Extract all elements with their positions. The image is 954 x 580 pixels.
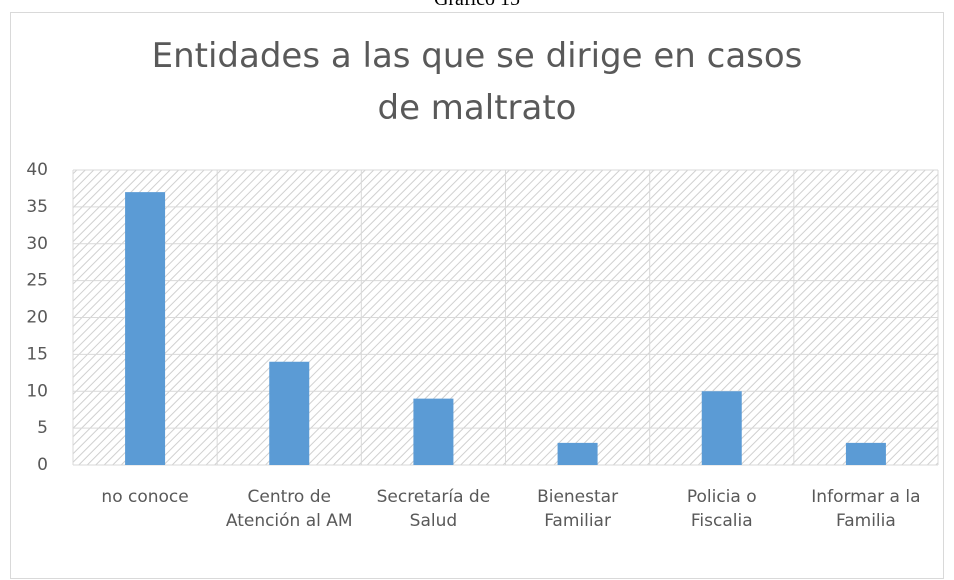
y-tick-label: 0 [37, 455, 48, 475]
bar [125, 192, 166, 465]
bar [701, 391, 742, 465]
x-tick-label: no conoce [101, 487, 189, 507]
y-tick-label: 30 [26, 234, 48, 254]
bar [557, 442, 598, 465]
y-tick-label: 10 [26, 381, 48, 401]
y-tick-label: 35 [26, 197, 48, 217]
bar [413, 398, 454, 465]
y-tick-label: 20 [26, 308, 48, 328]
y-tick-label: 40 [26, 160, 48, 180]
x-tick-label: Bienestar Familiar [537, 487, 619, 531]
x-tick-label: Secretaría de Salud [376, 487, 491, 531]
x-tick-label: Informar a la Familia [811, 487, 921, 531]
x-tick-label: Policia o Fiscalia [686, 487, 757, 531]
y-tick-label: 5 [37, 418, 48, 438]
x-tick-label: Centro de Atención al AM [225, 487, 353, 531]
bar [269, 361, 310, 465]
caption: Gráfico 15 [0, 0, 954, 11]
y-tick-label: 15 [26, 344, 48, 364]
y-tick-label: 25 [26, 271, 48, 291]
bar [845, 442, 886, 465]
chart-title: Entidades a las que se dirige en casos d… [151, 36, 803, 128]
